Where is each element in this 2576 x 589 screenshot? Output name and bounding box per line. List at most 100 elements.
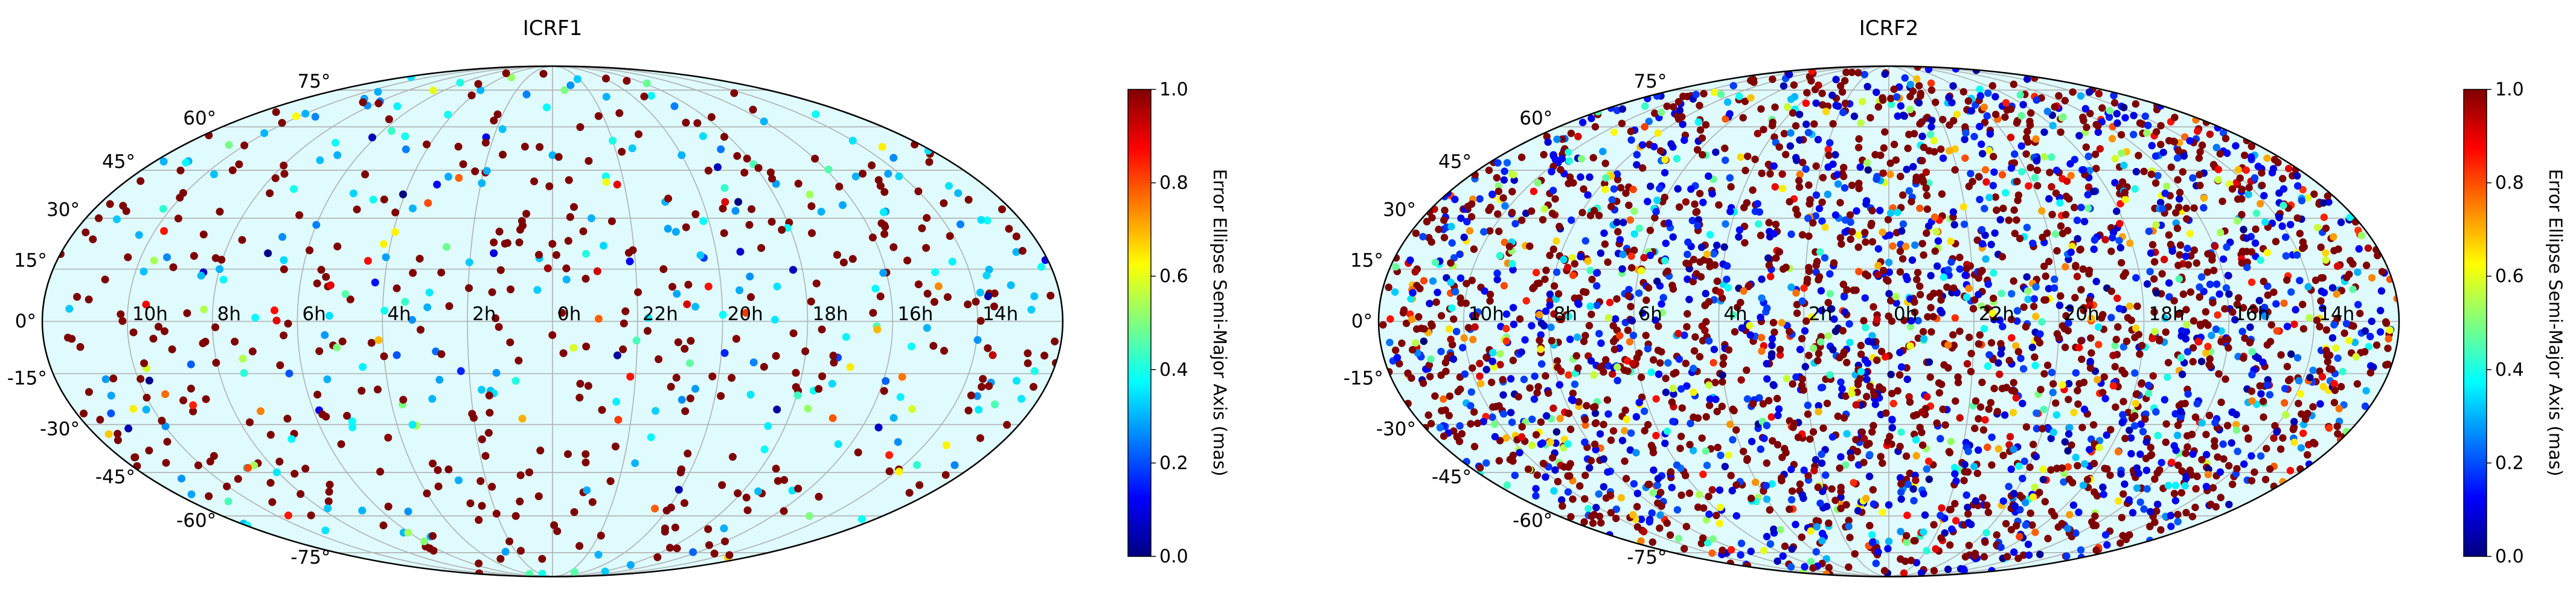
data-point xyxy=(1763,533,1771,541)
data-point xyxy=(2009,408,2017,417)
data-point xyxy=(678,396,686,404)
ra-tick-label: 8h xyxy=(217,303,241,325)
data-point xyxy=(2192,484,2200,493)
data-point xyxy=(2076,246,2084,254)
data-point xyxy=(757,244,766,252)
ra-tick-label: 4h xyxy=(1723,303,1747,325)
data-point xyxy=(1692,91,1700,98)
data-point xyxy=(379,521,388,530)
data-point xyxy=(1624,367,1632,375)
data-point xyxy=(2217,494,2225,501)
data-point xyxy=(1541,275,1549,283)
data-point xyxy=(2170,137,2177,146)
data-point xyxy=(1898,227,1906,235)
data-point xyxy=(1676,106,1684,114)
data-point xyxy=(535,251,543,259)
data-point xyxy=(1503,481,1511,489)
data-point xyxy=(2114,448,2123,455)
data-point xyxy=(1871,150,1879,159)
data-point xyxy=(983,216,992,225)
data-point xyxy=(1894,387,1902,395)
data-point xyxy=(1874,103,1882,111)
data-point xyxy=(2117,149,2126,157)
data-point xyxy=(2188,430,2196,439)
data-point xyxy=(1495,187,1502,195)
data-point xyxy=(1906,342,1914,350)
data-point xyxy=(1793,309,1801,317)
data-point xyxy=(1632,449,1640,457)
data-point xyxy=(2236,174,2244,182)
data-point xyxy=(2043,229,2051,237)
data-point xyxy=(1998,289,2005,297)
data-point xyxy=(1923,229,1930,237)
data-point xyxy=(1716,288,1724,297)
data-point xyxy=(1746,331,1754,339)
data-point xyxy=(2079,166,2087,174)
data-point xyxy=(1524,465,1533,473)
data-point xyxy=(2022,423,2031,431)
data-point xyxy=(635,130,642,138)
data-point xyxy=(1827,305,1834,314)
data-point xyxy=(2339,367,2347,376)
data-point xyxy=(1768,335,1777,343)
data-point xyxy=(2377,306,2385,315)
data-point xyxy=(2167,512,2174,520)
data-point xyxy=(1379,321,1387,329)
data-point xyxy=(1751,478,1760,486)
data-point xyxy=(1890,140,1898,149)
data-point xyxy=(1454,388,1462,396)
data-point xyxy=(478,501,486,510)
data-point xyxy=(1918,132,1926,140)
data-point xyxy=(1564,440,1572,448)
data-point xyxy=(2219,255,2228,263)
data-point xyxy=(674,486,683,494)
data-point xyxy=(967,391,975,400)
data-point xyxy=(815,385,823,393)
data-point xyxy=(1831,211,1840,219)
data-point xyxy=(1805,352,1813,359)
data-point xyxy=(1719,360,1727,368)
data-point xyxy=(2364,244,2373,252)
data-point xyxy=(2124,408,2132,416)
data-point xyxy=(2017,112,2025,120)
data-point xyxy=(1531,372,1539,380)
data-point xyxy=(423,140,431,149)
data-point xyxy=(2293,172,2301,180)
data-point xyxy=(1445,411,1453,420)
data-point xyxy=(1922,168,1930,176)
data-point xyxy=(216,265,224,273)
data-point xyxy=(2117,130,2126,139)
data-point xyxy=(948,257,956,266)
data-point xyxy=(1903,375,1911,384)
data-point xyxy=(2010,489,2018,498)
data-point xyxy=(634,288,642,297)
data-point xyxy=(2362,262,2371,269)
data-point xyxy=(1866,451,1874,459)
data-point xyxy=(1868,338,1877,346)
data-point xyxy=(1565,157,1573,165)
data-point xyxy=(1814,483,1822,491)
data-point xyxy=(1802,165,1810,173)
data-point xyxy=(1669,233,1677,241)
data-point xyxy=(1408,315,1416,323)
data-point xyxy=(1432,298,1440,306)
data-point xyxy=(1796,170,1804,179)
data-point xyxy=(2200,204,2208,212)
data-point xyxy=(1845,320,1853,328)
data-point xyxy=(1027,306,1036,314)
data-point xyxy=(1863,376,1871,384)
data-point xyxy=(1906,105,1914,114)
data-point xyxy=(1507,375,1515,383)
colorbar-gradient xyxy=(2463,89,2487,557)
data-point xyxy=(1789,109,1797,117)
data-point xyxy=(1688,216,1696,225)
data-point xyxy=(1829,120,1837,128)
data-point xyxy=(1793,156,1801,164)
data-point xyxy=(553,527,562,535)
data-point xyxy=(1674,535,1683,542)
data-point xyxy=(525,468,533,477)
data-point xyxy=(2043,361,2052,369)
data-point xyxy=(1976,196,1984,204)
data-point xyxy=(2119,397,2127,405)
data-point xyxy=(1948,525,1956,533)
